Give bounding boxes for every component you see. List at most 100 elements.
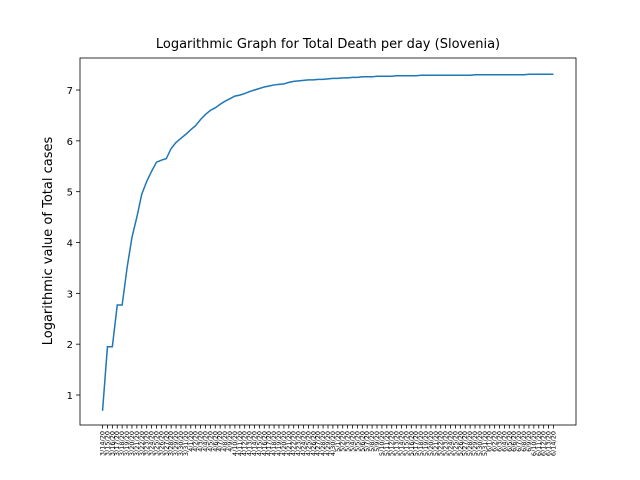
x-tick-label: 3/17/20 [113,431,121,456]
x-tick-label: 6/12/20 [540,431,548,456]
x-tick-label: 3/18/20 [118,431,126,456]
x-tick-label: 3/14/20 [99,431,107,456]
x-tick-label: 4/8/20 [221,431,229,452]
x-tick-label: 5/14/20 [398,431,406,456]
x-tick-label: 5/13/20 [393,431,401,456]
x-tick-label: 4/5/20 [206,431,214,452]
x-tick-label: 5/1/20 [334,431,342,452]
x-tick-label: 3/24/20 [148,431,156,456]
x-tick-label: 6/3/20 [496,431,504,452]
x-tick-label: 3/19/20 [123,431,131,456]
x-tick-label: 4/20/20 [280,431,288,456]
x-tick-label: 6/4/20 [500,431,508,452]
x-tick-label: 4/19/20 [275,431,283,456]
y-tick-label: 5 [67,188,73,199]
x-tick-label: 4/3/20 [197,431,205,452]
x-tick-label: 4/7/20 [216,431,224,452]
x-tick-label: 3/27/20 [162,431,170,456]
x-tick-label: 5/26/20 [456,431,464,456]
x-tick-label: 3/28/20 [167,431,175,456]
x-tick-label: 5/21/20 [432,431,440,456]
x-tick-label: 4/9/20 [226,431,234,452]
x-tick-label: 5/28/20 [466,431,474,456]
x-tick-label: 4/24/20 [299,431,307,456]
x-tick-label: 5/6/20 [358,431,366,452]
x-tick-label: 4/21/20 [285,431,293,456]
x-tick-label: 6/13/20 [545,431,553,456]
x-tick-label: 3/29/20 [172,431,180,456]
x-tick-label: 5/9/20 [373,431,381,452]
x-tick-label: 4/22/20 [290,431,298,456]
x-tick-label: 4/30/20 [329,431,337,456]
y-tick-label: 1 [67,391,73,402]
x-tick-label: 4/2/20 [192,431,200,452]
x-tick-label: 6/11/20 [535,431,543,456]
x-tick-label: 3/30/20 [177,431,185,456]
x-tick-label: 5/27/20 [461,431,469,456]
y-tick-label: 6 [67,137,73,148]
x-tick-label: 5/17/20 [412,431,420,456]
x-tick-label: 4/23/20 [295,431,303,456]
x-tick-label: 4/27/20 [314,431,322,456]
x-tick-label: 4/1/20 [187,431,195,452]
x-tick-label: 5/7/20 [363,431,371,452]
data-line [101,73,554,411]
x-tick-label: 3/20/20 [128,431,136,456]
x-tick-label: 3/31/20 [182,431,190,456]
x-tick-label: 4/25/20 [304,431,312,456]
y-tick-label: 2 [67,340,73,351]
x-tick-label: 5/30/20 [476,431,484,456]
x-tick-label: 5/31/20 [481,431,489,456]
x-tick-label: 6/2/20 [491,431,499,452]
x-tick-label: 5/11/20 [383,431,391,456]
x-tick-label: 5/18/20 [417,431,425,456]
x-tick-label: 4/18/20 [270,431,278,456]
x-tick-label: 6/6/20 [510,431,518,452]
x-tick-label: 5/5/20 [353,431,361,452]
x-tick-label: 5/2/20 [339,431,347,452]
x-tick-label: 5/29/20 [471,431,479,456]
x-tick-label: 4/6/20 [211,431,219,452]
x-tick-label: 4/4/20 [201,431,209,452]
x-tick-label: 3/23/20 [143,431,151,456]
x-tick-label: 5/8/20 [368,431,376,452]
chart-title: Logarithmic Graph for Total Death per da… [156,37,500,52]
x-tick-label: 5/23/20 [442,431,450,456]
x-tick-label: 4/14/20 [250,431,258,456]
x-tick-label: 3/26/20 [157,431,165,456]
x-tick-label: 5/20/20 [427,431,435,456]
x-tick-label: 5/10/20 [378,431,386,456]
x-tick-label: 4/17/20 [265,431,273,456]
x-tick-label: 5/25/20 [451,431,459,456]
x-tick-label: 3/21/20 [133,431,141,456]
x-tick-label: 4/28/20 [319,431,327,456]
x-tick-label: 3/16/20 [108,431,116,456]
plot-frame [79,57,577,426]
x-tick-label: 4/26/20 [309,431,317,456]
x-tick-label: 3/25/20 [152,431,160,456]
x-tick-label: 6/10/20 [530,431,538,456]
x-tick-label: 5/3/20 [344,431,352,452]
x-tick-label: 4/11/20 [236,431,244,456]
x-tick-label: 4/15/20 [255,431,263,456]
x-tick-label: 5/19/20 [422,431,430,456]
x-tick-label: 5/24/20 [447,431,455,456]
x-tick-label: 5/12/20 [388,431,396,456]
y-tick-label: 4 [67,239,73,250]
x-tick-label: 5/4/20 [349,431,357,452]
x-tick-label: 5/15/20 [402,431,410,456]
x-tick-label: 5/22/20 [437,431,445,456]
x-tick-label: 4/29/20 [324,431,332,456]
x-tick-label: 6/9/20 [525,431,533,452]
y-tick-label: 3 [67,289,73,300]
x-tick-label: 4/13/20 [246,431,254,456]
x-tick-label: 3/15/20 [103,431,111,456]
x-tick-label: 4/12/20 [241,431,249,456]
x-tick-label: 4/10/20 [231,431,239,456]
y-tick-label: 7 [67,86,73,97]
x-tick-label: 6/14/20 [549,431,557,456]
x-tick-label: 3/22/20 [138,431,146,456]
x-tick-label: 6/8/20 [520,431,528,452]
x-tick-label: 4/16/20 [260,431,268,456]
